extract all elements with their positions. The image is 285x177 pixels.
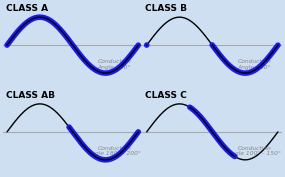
Text: Conduction
Angle 180°: Conduction Angle 180°: [237, 59, 271, 70]
Text: Conduction
Angle 360°: Conduction Angle 360°: [98, 59, 131, 70]
Text: Conduction
Angle 180° - 200°: Conduction Angle 180° - 200°: [87, 145, 142, 156]
Text: Conduction
Angle 100° - 150°: Conduction Angle 100° - 150°: [227, 145, 281, 156]
Text: CLASS B: CLASS B: [145, 4, 187, 13]
Text: CLASS C: CLASS C: [145, 91, 187, 100]
Text: CLASS AB: CLASS AB: [6, 91, 55, 100]
Text: CLASS A: CLASS A: [6, 4, 48, 13]
